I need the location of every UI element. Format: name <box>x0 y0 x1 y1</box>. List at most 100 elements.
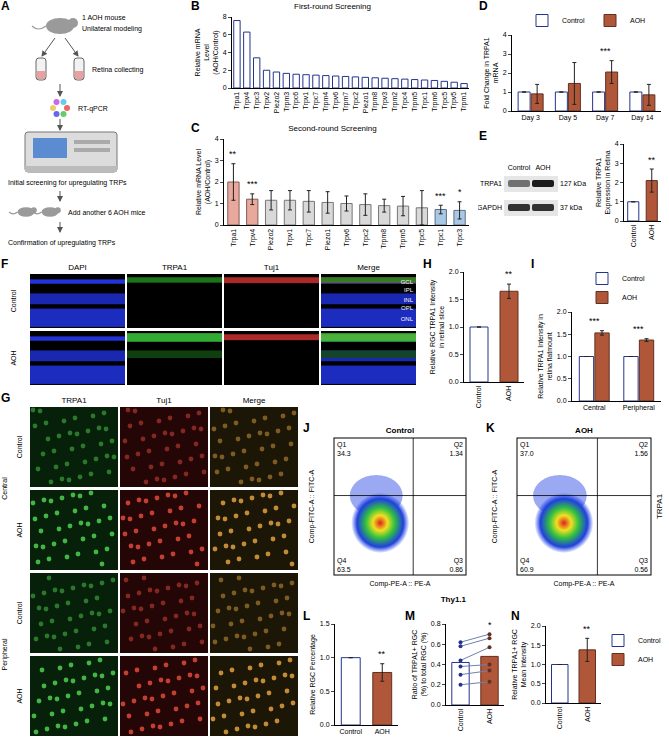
svg-text:Peripheral: Peripheral <box>623 404 655 412</box>
svg-text:AOH: AOH <box>505 386 512 401</box>
svg-text:Trpv4: Trpv4 <box>243 92 251 110</box>
svg-text:0: 0 <box>615 217 619 224</box>
svg-text:4: 4 <box>615 140 619 147</box>
svg-text:Trpm5: Trpm5 <box>411 92 419 112</box>
svg-text:60.9: 60.9 <box>520 566 534 573</box>
svg-text:1.0: 1.0 <box>557 353 567 360</box>
svg-text:Trpm8: Trpm8 <box>380 229 388 249</box>
svg-text:Day 14: Day 14 <box>631 114 653 122</box>
svg-text:First-round Screening: First-round Screening <box>294 2 371 11</box>
svg-text:RT-qPCR: RT-qPCR <box>78 105 108 113</box>
svg-text:Day 7: Day 7 <box>596 114 614 122</box>
svg-text:Trpc3: Trpc3 <box>253 92 261 110</box>
svg-text:Q3: Q3 <box>639 557 648 565</box>
svg-text:**: ** <box>505 269 513 279</box>
svg-text:0.86: 0.86 <box>449 566 463 573</box>
svg-text:Central: Central <box>1 477 8 500</box>
svg-text:Control: Control <box>638 637 661 644</box>
svg-text:ONL: ONL <box>401 316 414 322</box>
svg-text:0.0: 0.0 <box>449 378 459 385</box>
svg-text:TRPA1: TRPA1 <box>655 493 664 519</box>
svg-text:0.6: 0.6 <box>431 641 441 648</box>
svg-text:Initial screening for upregula: Initial screening for upregulating TRPs <box>8 179 127 187</box>
svg-text:1.5: 1.5 <box>557 331 567 338</box>
svg-text:Piezo2: Piezo2 <box>273 92 280 114</box>
svg-text:0.5: 0.5 <box>320 688 330 695</box>
svg-text:Control: Control <box>457 708 464 731</box>
svg-text:2.0: 2.0 <box>449 268 459 275</box>
svg-text:Central: Central <box>583 404 606 411</box>
svg-text:OPL: OPL <box>401 305 414 311</box>
svg-text:INL: INL <box>404 297 414 303</box>
svg-text:1: 1 <box>215 200 219 207</box>
svg-text:**: ** <box>648 155 656 165</box>
svg-text:2: 2 <box>215 178 219 185</box>
svg-text:0.5: 0.5 <box>449 351 459 358</box>
svg-text:0.0: 0.0 <box>531 699 541 706</box>
svg-text:Control: Control <box>562 17 585 24</box>
svg-text:0.0: 0.0 <box>431 701 441 708</box>
svg-text:Retina collecting: Retina collecting <box>92 66 143 74</box>
svg-text:Piezo2: Piezo2 <box>267 229 274 251</box>
svg-text:2: 2 <box>615 179 619 186</box>
svg-text:37.0: 37.0 <box>520 450 534 457</box>
svg-text:1.5: 1.5 <box>531 642 541 649</box>
svg-text:Merge: Merge <box>243 396 266 405</box>
svg-text:2.0: 2.0 <box>557 308 567 315</box>
svg-text:Trpm1: Trpm1 <box>460 92 468 112</box>
svg-text:0.5: 0.5 <box>531 680 541 687</box>
svg-text:*: * <box>488 620 492 630</box>
svg-text:63.5: 63.5 <box>337 566 351 573</box>
svg-text:Trpm6: Trpm6 <box>431 92 439 112</box>
svg-text:DAPI: DAPI <box>68 263 87 272</box>
svg-text:Trpv1: Trpv1 <box>302 92 310 110</box>
svg-text:GAPDH: GAPDH <box>478 204 502 211</box>
svg-text:Q4: Q4 <box>520 557 529 565</box>
svg-text:2: 2 <box>223 67 227 74</box>
svg-text:Relative RGC TRPA1 Intensityin: Relative RGC TRPA1 Intensityin retinal s… <box>429 279 445 374</box>
svg-text:1 AOH mouse: 1 AOH mouse <box>82 14 126 21</box>
svg-text:6: 6 <box>223 31 227 38</box>
svg-text:AOH: AOH <box>630 17 645 24</box>
svg-text:Trpm4: Trpm4 <box>322 92 330 112</box>
svg-text:AOH: AOH <box>535 164 550 171</box>
svg-text:Trpc2: Trpc2 <box>362 229 370 247</box>
svg-text:0.0: 0.0 <box>320 721 330 728</box>
svg-text:0.0: 0.0 <box>557 397 567 404</box>
svg-text:Q3: Q3 <box>454 557 463 565</box>
svg-text:1.0: 1.0 <box>449 323 459 330</box>
svg-text:*: * <box>458 187 462 197</box>
svg-text:37 kDa: 37 kDa <box>560 204 582 211</box>
svg-text:***: *** <box>247 179 258 189</box>
svg-text:Trpv5: Trpv5 <box>450 92 458 110</box>
svg-text:Trpa1: Trpa1 <box>230 229 238 247</box>
svg-text:Tuj1: Tuj1 <box>264 263 280 272</box>
svg-text:**: ** <box>378 649 386 659</box>
svg-text:Control: Control <box>16 601 23 624</box>
svg-text:Trpm5: Trpm5 <box>399 229 407 249</box>
svg-text:1.0: 1.0 <box>320 654 330 661</box>
svg-text:1: 1 <box>615 198 619 205</box>
svg-text:Comp-PE-A :: PE-A: Comp-PE-A :: PE-A <box>369 580 430 588</box>
svg-text:Add another 6 AOH mice: Add another 6 AOH mice <box>68 209 146 216</box>
svg-text:Relative TRPA1+ RGCMean Intens: Relative TRPA1+ RGCMean Intensity <box>511 629 528 700</box>
svg-text:Trpv4: Trpv4 <box>249 229 257 247</box>
svg-text:AOH: AOH <box>638 656 653 663</box>
svg-text:Control: Control <box>622 275 645 282</box>
svg-text:Trpv1: Trpv1 <box>286 229 294 247</box>
svg-text:Trpc7: Trpc7 <box>312 92 320 110</box>
svg-text:AOH: AOH <box>575 426 593 435</box>
svg-text:0.8: 0.8 <box>431 620 441 627</box>
svg-text:Relative RGC Percentage: Relative RGC Percentage <box>309 634 317 715</box>
svg-text:0.56: 0.56 <box>634 566 648 573</box>
svg-text:34.3: 34.3 <box>337 450 351 457</box>
svg-text:Q2: Q2 <box>639 441 648 449</box>
svg-text:Trpm8: Trpm8 <box>371 92 379 112</box>
svg-text:Peripheral: Peripheral <box>1 638 9 670</box>
svg-text:Thy1.1: Thy1.1 <box>441 595 467 604</box>
svg-text:0.5: 0.5 <box>557 375 567 382</box>
svg-text:3: 3 <box>503 50 507 57</box>
svg-text:Control: Control <box>10 289 17 312</box>
svg-text:Trpc1: Trpc1 <box>421 92 429 110</box>
svg-text:3: 3 <box>615 160 619 167</box>
